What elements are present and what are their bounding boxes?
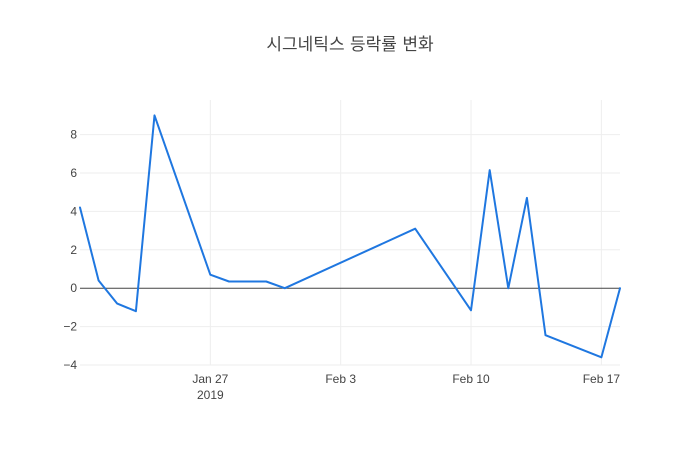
y-tick-label: 8 (70, 128, 77, 142)
series-layer (79, 114, 621, 359)
y-tick-label: −2 (63, 320, 77, 334)
y-tick-label: 2 (70, 243, 77, 257)
y-tick-label: 0 (70, 281, 77, 295)
y-tick-label: −4 (63, 358, 77, 372)
y-tick-label: 4 (70, 204, 77, 218)
x-axis-ticks: Jan 27 2019 Feb 3 Feb 10 Feb 17 (192, 372, 620, 402)
y-axis-ticks: 8 6 4 2 0 −2 −4 (63, 128, 77, 372)
x-tick-label: Jan 27 (192, 372, 228, 386)
x-tick-label: Feb 17 (583, 372, 621, 386)
x-tick-label: Feb 10 (452, 372, 490, 386)
grid (80, 100, 620, 366)
y-tick-label: 6 (70, 166, 77, 180)
x-tick-label: Feb 3 (325, 372, 356, 386)
x-tick-year-label: 2019 (197, 388, 224, 402)
series-line (79, 114, 621, 359)
chart-title: 시그네틱스 등락률 변화 (266, 35, 434, 55)
